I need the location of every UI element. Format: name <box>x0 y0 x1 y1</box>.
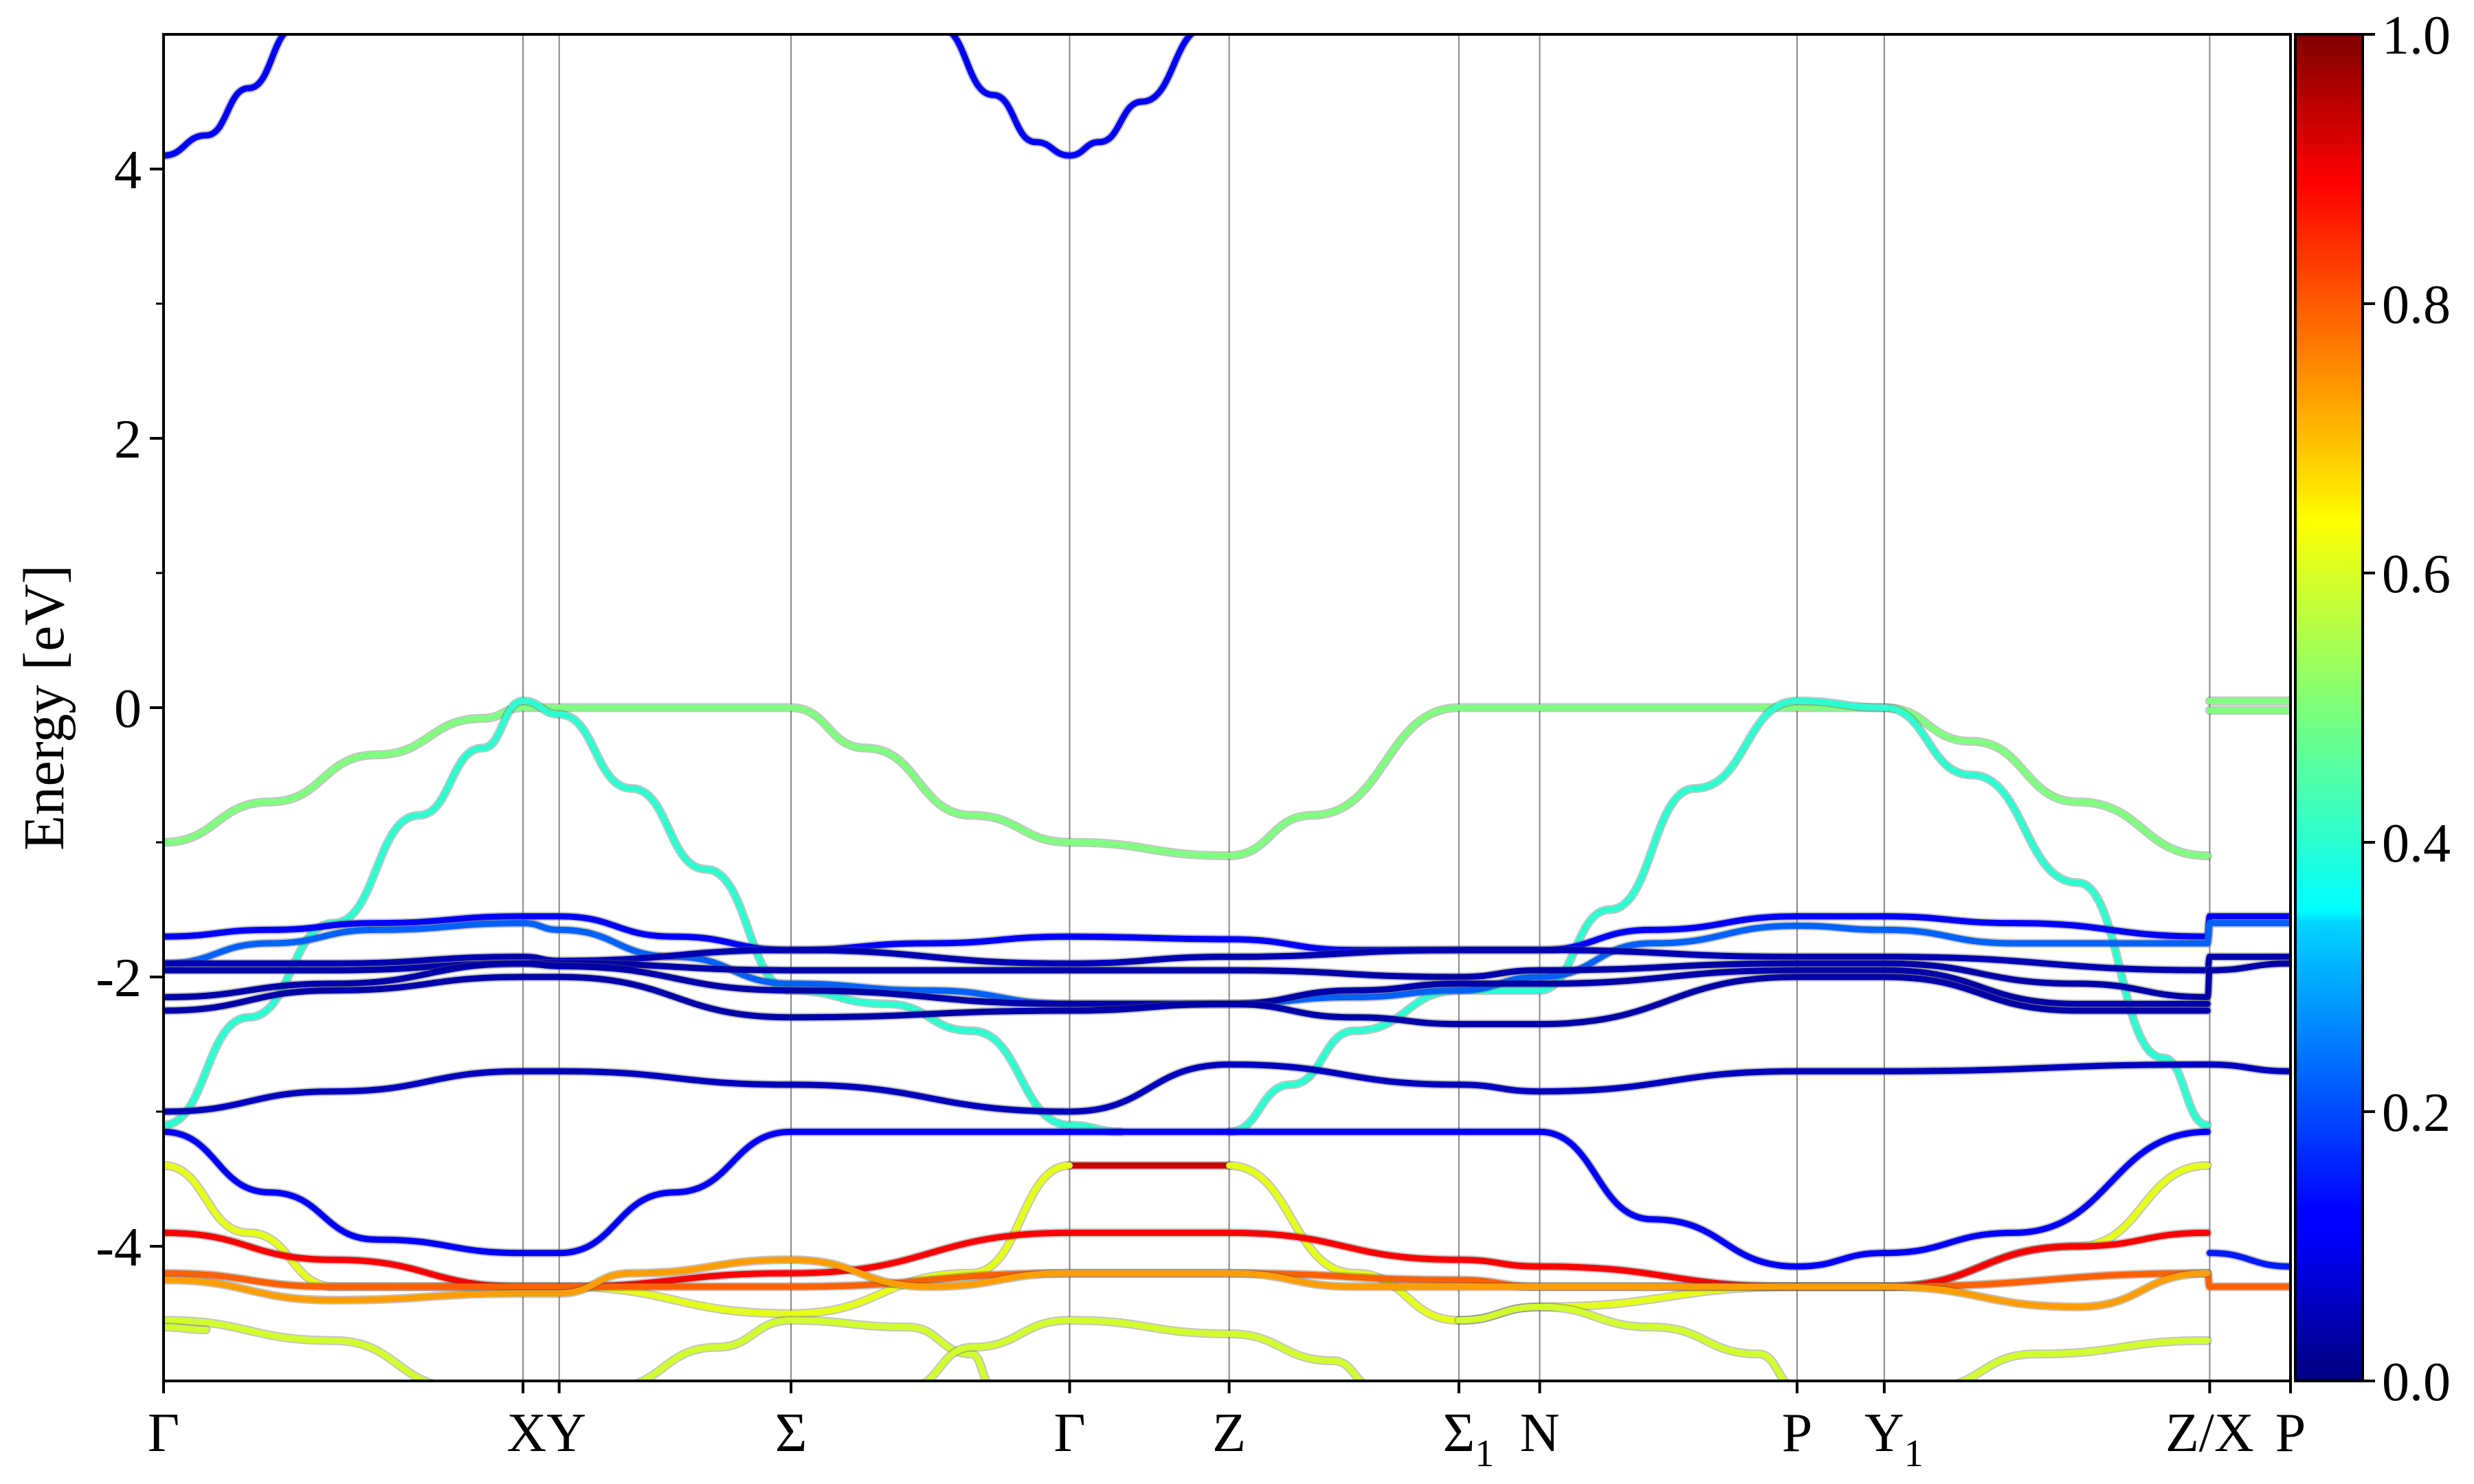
band-series-12 <box>164 974 2211 1028</box>
band-series-1 <box>948 34 1196 159</box>
band-series-25 <box>1456 1303 1789 1381</box>
band-lines <box>164 34 2291 1381</box>
band-series-24 <box>922 1317 1366 1381</box>
band-outline <box>1454 1302 1791 1381</box>
band-series-27 <box>164 1324 210 1334</box>
colorbar-tick-label: 0.8 <box>2382 275 2451 335</box>
band-series-13 <box>164 1061 2291 1115</box>
y-tick-label: 2 <box>114 409 142 470</box>
x-tick-label: XY <box>506 1403 586 1463</box>
colorbar-tick-label: 0.6 <box>2382 544 2451 605</box>
x-tick-label: P <box>2275 1403 2306 1463</box>
colorbar-axis: 1.0 0.8 0.6 0.4 0.2 0.0 <box>2363 5 2451 1413</box>
band-series-22 <box>164 1317 435 1381</box>
band-outline <box>164 703 2212 861</box>
x-tick-label: Σ1 <box>1443 1403 1495 1475</box>
band-series-5 <box>164 697 1124 1135</box>
band-series-6 <box>1226 697 2211 1135</box>
colorbar-gradient <box>2294 33 2364 1382</box>
x-tick-label: N <box>1520 1403 1560 1463</box>
y-axis-label: Energy [eV] <box>12 565 76 851</box>
x-tick-label: Σ <box>775 1403 807 1463</box>
band-series-2 <box>164 704 2211 859</box>
x-tick-label: Z <box>1212 1403 1246 1463</box>
x-tick-label: Y1 <box>1864 1403 1924 1475</box>
y-tick-label: 4 <box>114 140 142 201</box>
y-tick-label: -2 <box>96 948 142 1009</box>
y-tick-label: -4 <box>96 1217 142 1278</box>
band-series-26 <box>1955 1337 2211 1381</box>
x-tick-label: Γ <box>1054 1403 1085 1463</box>
colorbar-tick-label: 1.0 <box>2382 5 2451 66</box>
x-tick-label: P <box>1782 1403 1813 1463</box>
band-series-7 <box>164 913 2291 954</box>
x-tick-label: Γ <box>148 1403 179 1463</box>
y-axis: 4 2 0 -2 -4 <box>96 140 164 1278</box>
band-series-17 <box>164 1162 1073 1317</box>
x-tick-label: Z/X <box>2165 1403 2254 1463</box>
band-series-21 <box>164 1257 2211 1310</box>
band-series-23 <box>634 1317 990 1381</box>
plot-frame <box>162 33 2292 1382</box>
band-outline <box>164 1127 2212 1271</box>
x-axis: Γ XY Σ Γ Z Σ1 N P Y1 Z/X P <box>148 1381 2306 1475</box>
band-series-0 <box>164 34 288 159</box>
band-outline <box>164 1228 2212 1292</box>
band-series-20 <box>164 1270 2291 1290</box>
colorbar-tick-label: 0.2 <box>2382 1083 2451 1143</box>
y-tick-label: 0 <box>114 679 142 739</box>
band-outline <box>164 696 1126 1136</box>
colorbar-tick-label: 0.4 <box>2382 813 2451 874</box>
band-series-14 <box>164 1128 2211 1270</box>
band-series-9 <box>164 947 2291 974</box>
band-outline <box>164 972 2212 1029</box>
band-series-15 <box>2206 1250 2291 1270</box>
colorbar-tick-label: 0.0 <box>2382 1352 2451 1413</box>
